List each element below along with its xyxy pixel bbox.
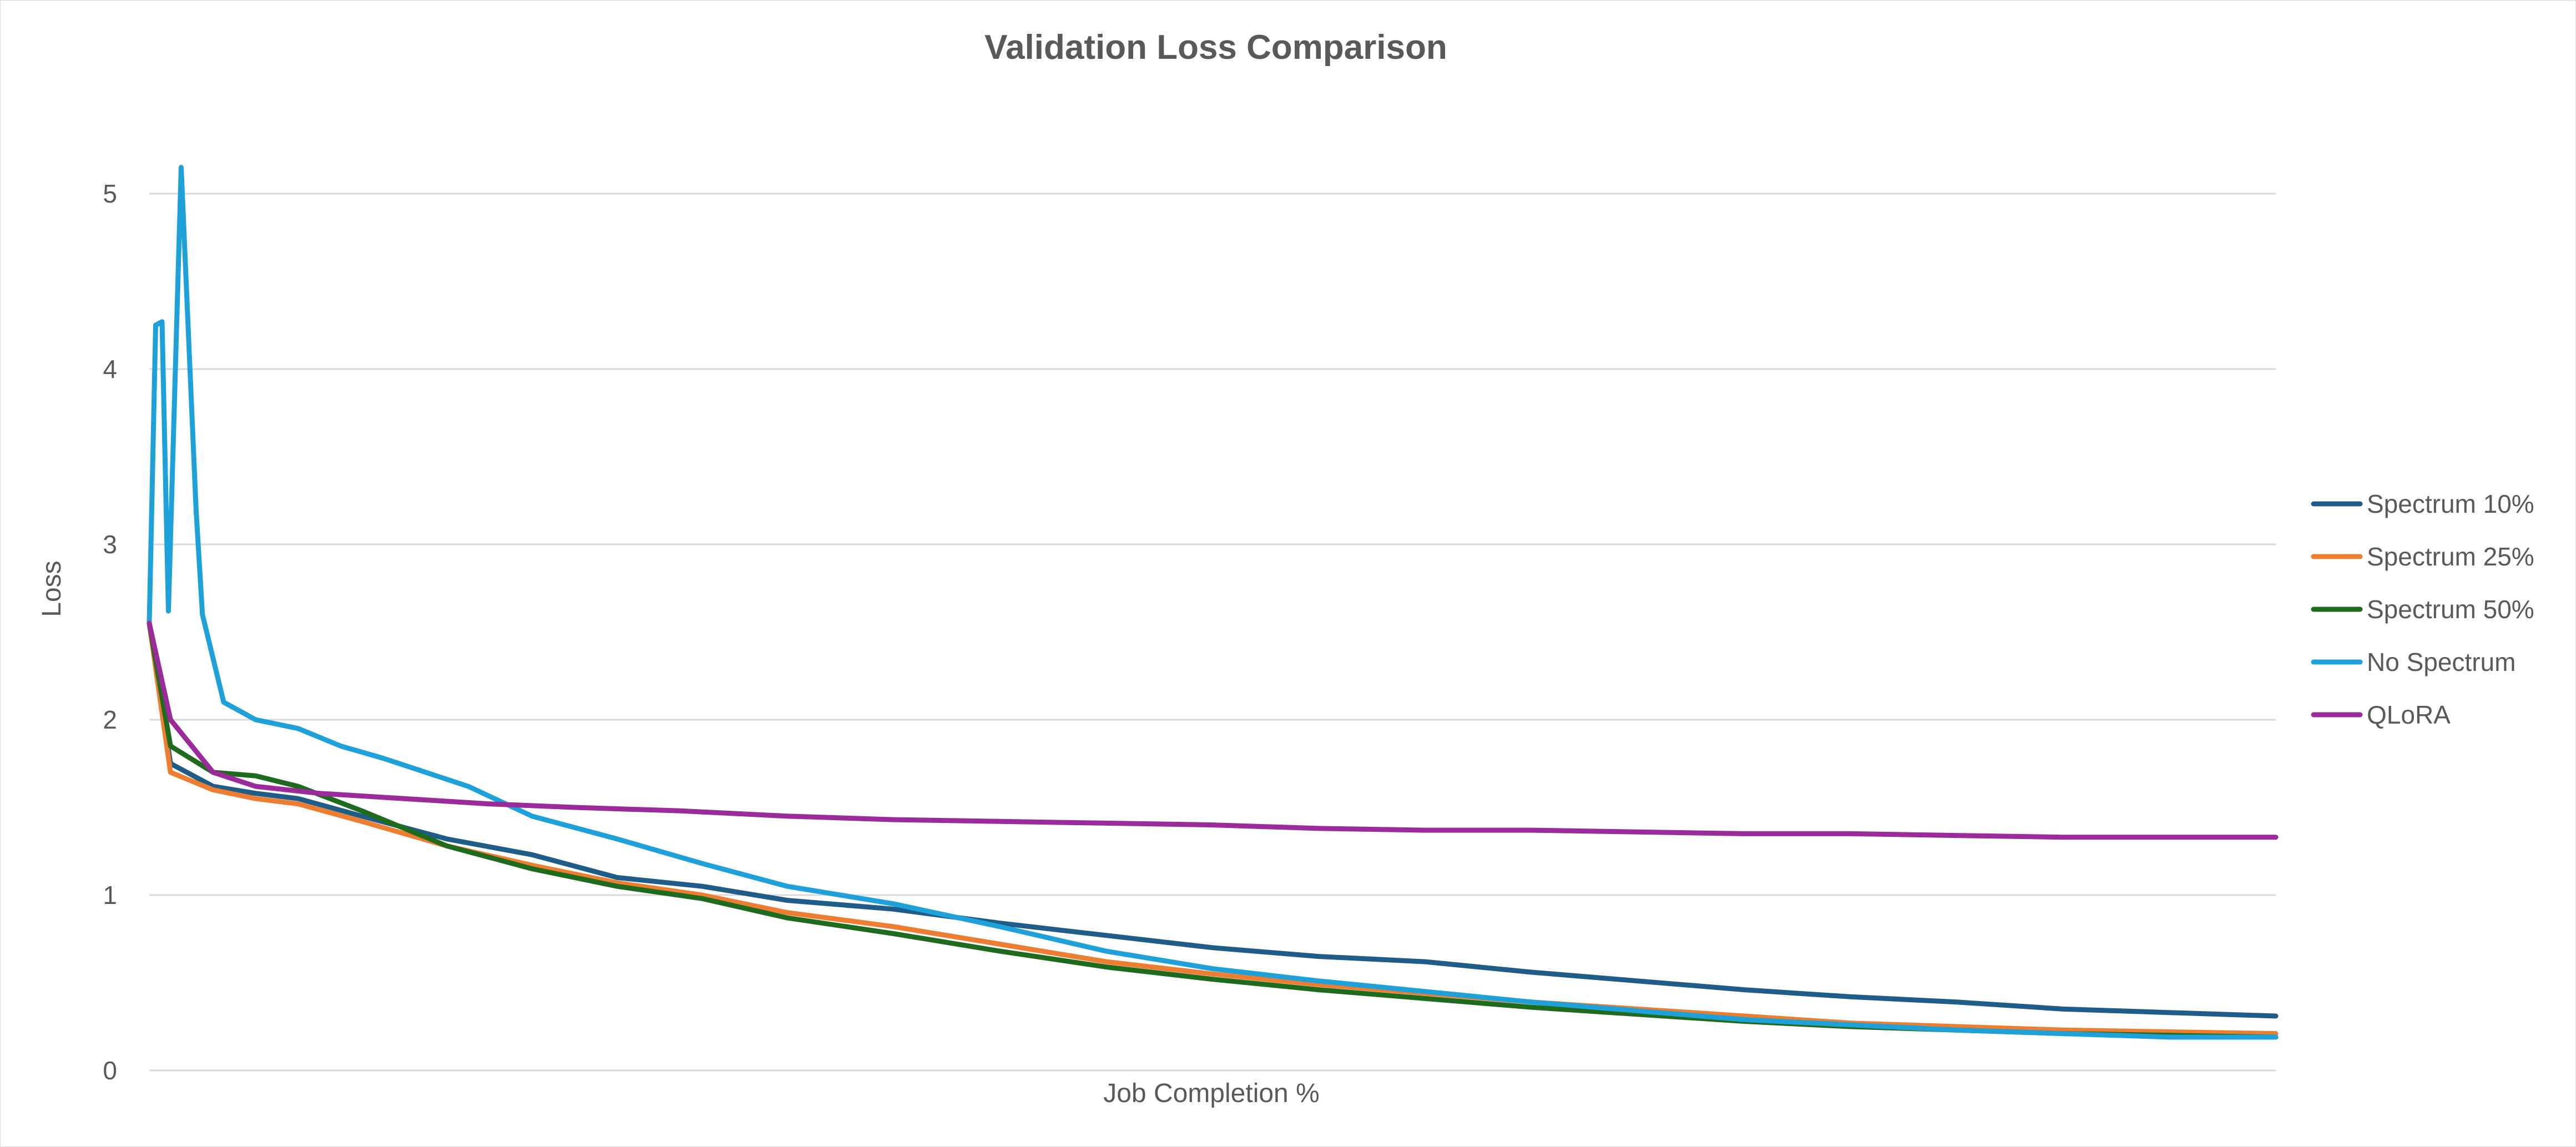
y-tick-label-4: 4 — [103, 355, 117, 383]
series-line-qlora — [147, 620, 2279, 840]
y-tick-labels: 0 1 2 3 4 5 — [103, 179, 117, 1085]
legend-label-spectrum-25-: Spectrum 25% — [2367, 542, 2534, 571]
legend-label-qlora: QLoRA — [2367, 700, 2451, 729]
y-tick-label-0: 0 — [103, 1056, 117, 1085]
y-tick-label-3: 3 — [103, 530, 117, 559]
series-line-spectrum-25- — [147, 620, 2279, 1037]
x-axis-label: Job Completion % — [1103, 1079, 1320, 1108]
series-lines — [147, 165, 2279, 1040]
chart-title: Validation Loss Comparison — [984, 28, 1447, 67]
gridlines — [149, 193, 2276, 1072]
legend-label-spectrum-50-: Spectrum 50% — [2367, 595, 2534, 624]
y-tick-label-2: 2 — [103, 705, 117, 734]
legend: Spectrum 10% Spectrum 25% Spectrum 50% No S… — [2311, 489, 2534, 729]
legend-label-no-spectrum: No Spectrum — [2367, 648, 2516, 676]
legend-label-spectrum-10-: Spectrum 10% — [2367, 489, 2534, 518]
y-axis-label: Loss — [37, 560, 67, 617]
y-tick-label-5: 5 — [103, 179, 117, 208]
series-line-spectrum-10- — [147, 620, 2279, 1019]
y-tick-label-1: 1 — [103, 881, 117, 909]
series-line-no-spectrum — [147, 165, 2279, 1040]
